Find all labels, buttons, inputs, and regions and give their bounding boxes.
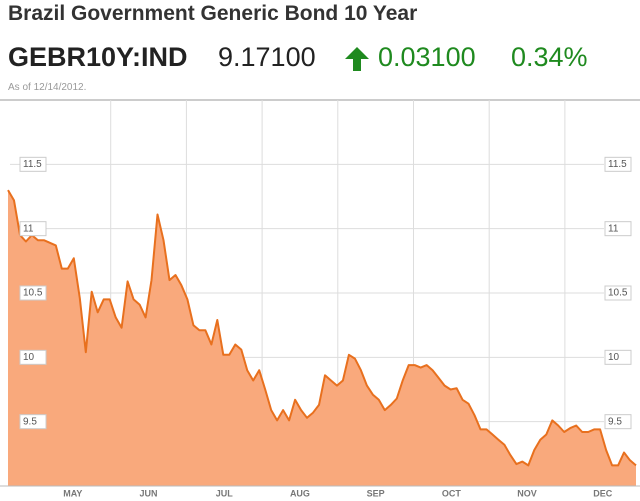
tick-label-box <box>604 285 632 301</box>
x-tick-label: DEC <box>593 488 613 498</box>
y-tick-label: 11 <box>23 223 34 234</box>
x-tick-label: SEP <box>367 488 385 498</box>
x-tick-label: AUG <box>290 488 310 498</box>
y-tick-label: 10 <box>23 352 35 363</box>
change: 0.03100 <box>378 42 476 72</box>
tick-label-box <box>604 349 632 365</box>
line <box>7 189 637 467</box>
y-tick-label-right: 10.5 <box>608 288 628 299</box>
area <box>8 190 636 486</box>
y-tick-label: 10.5 <box>23 288 43 299</box>
as-of-date: As of 12/14/2012. <box>8 82 87 93</box>
ticker: GEBR10Y:IND <box>8 42 188 72</box>
tick-label-box <box>604 221 632 237</box>
x-tick-label: MAY <box>63 488 82 498</box>
tick-label-box <box>19 414 47 430</box>
y-tick-label: 11.5 <box>23 159 42 170</box>
x-tick-label: JUL <box>216 488 234 498</box>
y-tick-label-right: 9.5 <box>608 416 622 427</box>
tick-label-box <box>19 156 47 172</box>
x-tick-label: JUN <box>140 488 158 498</box>
tick-label-box <box>604 156 632 172</box>
y-tick-label-right: 11.5 <box>608 159 627 170</box>
tick-label-box <box>19 285 47 301</box>
y-tick-label-right: 10 <box>608 352 620 363</box>
y-tick-label: 9.5 <box>23 416 37 427</box>
up-arrow <box>344 46 370 79</box>
percent-change: 0.34% <box>511 42 588 72</box>
page-title: Brazil Government Generic Bond 10 Year <box>8 2 418 25</box>
y-tick-label-right: 11 <box>608 223 619 234</box>
x-tick-label: NOV <box>517 488 537 498</box>
price: 9.17100 <box>218 42 316 72</box>
tick-label-box <box>604 414 632 430</box>
arrow-icon <box>345 47 369 71</box>
x-tick-label: OCT <box>442 488 462 498</box>
tick-label-box <box>19 221 47 237</box>
tick-label-box <box>19 349 47 365</box>
